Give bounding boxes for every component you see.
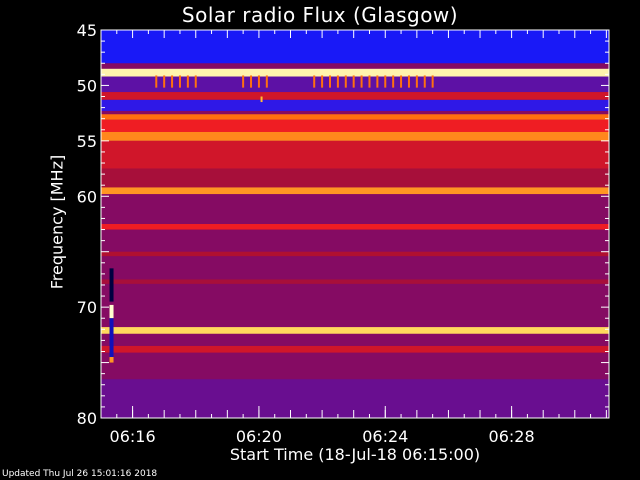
burst-mark [407, 75, 410, 88]
frequency-band [101, 76, 609, 93]
plot-frame [100, 29, 610, 419]
burst-mark [423, 75, 426, 88]
burst-mark [368, 75, 371, 88]
burst-mark [186, 75, 189, 88]
frequency-band [101, 327, 609, 334]
burst-mark [392, 75, 395, 88]
artifacts-layer [109, 268, 114, 363]
artifact-mark [109, 357, 114, 363]
y-tick-label: 45 [77, 21, 97, 40]
y-tick-label: 50 [77, 76, 97, 95]
frequency-band [101, 99, 609, 111]
frequency-band [101, 114, 609, 120]
frequency-band [101, 168, 609, 188]
burst-mark [260, 96, 263, 103]
burst-mark [313, 75, 316, 88]
burst-mark [384, 75, 387, 88]
burst-mark [321, 75, 324, 88]
burst-mark [344, 75, 347, 88]
x-axis-label: Start Time (18-Jul-18 06:15:00) [229, 445, 481, 464]
burst-mark [376, 75, 379, 88]
frequency-band [101, 379, 609, 418]
updated-timestamp: Updated Thu Jul 26 15:01:16 2018 [2, 469, 158, 479]
burst-mark [257, 75, 260, 88]
x-tick-label: 06:28 [489, 427, 535, 446]
burst-mark [163, 75, 166, 88]
frequency-band [101, 279, 609, 284]
burst-mark [265, 75, 268, 88]
burst-mark [178, 75, 181, 88]
x-tick-label: 06:16 [110, 427, 156, 446]
frequency-band [101, 251, 609, 257]
y-tick-label: 70 [77, 298, 97, 317]
axes-layer: 45 50 55 60 70 80 06:16 06:20 06:24 06:28 [77, 21, 610, 446]
y-tick-label: 55 [77, 132, 97, 151]
frequency-band [101, 119, 609, 132]
y-tick-label: 80 [77, 409, 97, 428]
artifact-mark [109, 268, 114, 302]
bursts-layer [155, 75, 434, 103]
y-axis-label: Frequency [MHz] [47, 154, 67, 290]
frequency-band [101, 30, 609, 64]
burst-mark [250, 75, 253, 88]
frequency-band [101, 140, 609, 169]
burst-mark [336, 75, 339, 88]
burst-mark [431, 75, 434, 88]
burst-mark [194, 75, 197, 88]
artifact-mark [109, 318, 114, 358]
burst-mark [352, 75, 355, 88]
artifact-mark [109, 304, 114, 319]
burst-mark [155, 75, 158, 88]
burst-mark [242, 75, 245, 88]
y-tick-label: 60 [77, 187, 97, 206]
burst-mark [171, 75, 174, 88]
frequency-band [101, 92, 609, 100]
x-tick-label: 06:24 [362, 427, 408, 446]
frequency-band [101, 224, 609, 230]
burst-mark [328, 75, 331, 88]
frequency-band [101, 187, 609, 195]
bands-layer [101, 30, 609, 418]
burst-mark [400, 75, 403, 88]
burst-mark [415, 75, 418, 88]
chart-title: Solar radio Flux (Glasgow) [181, 3, 459, 27]
frequency-band [101, 345, 609, 353]
x-tick-label: 06:20 [236, 427, 282, 446]
burst-mark [360, 75, 363, 88]
frequency-band [101, 68, 609, 77]
frequency-band [101, 131, 609, 141]
